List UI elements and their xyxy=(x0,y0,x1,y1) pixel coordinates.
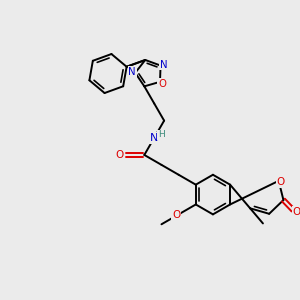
Text: N: N xyxy=(150,133,158,143)
Text: O: O xyxy=(277,177,285,187)
Text: O: O xyxy=(292,207,300,217)
Text: O: O xyxy=(172,210,180,220)
Text: O: O xyxy=(116,150,124,160)
Text: N: N xyxy=(128,67,136,77)
Text: O: O xyxy=(158,79,166,89)
Text: N: N xyxy=(160,60,167,70)
Text: H: H xyxy=(158,130,164,139)
